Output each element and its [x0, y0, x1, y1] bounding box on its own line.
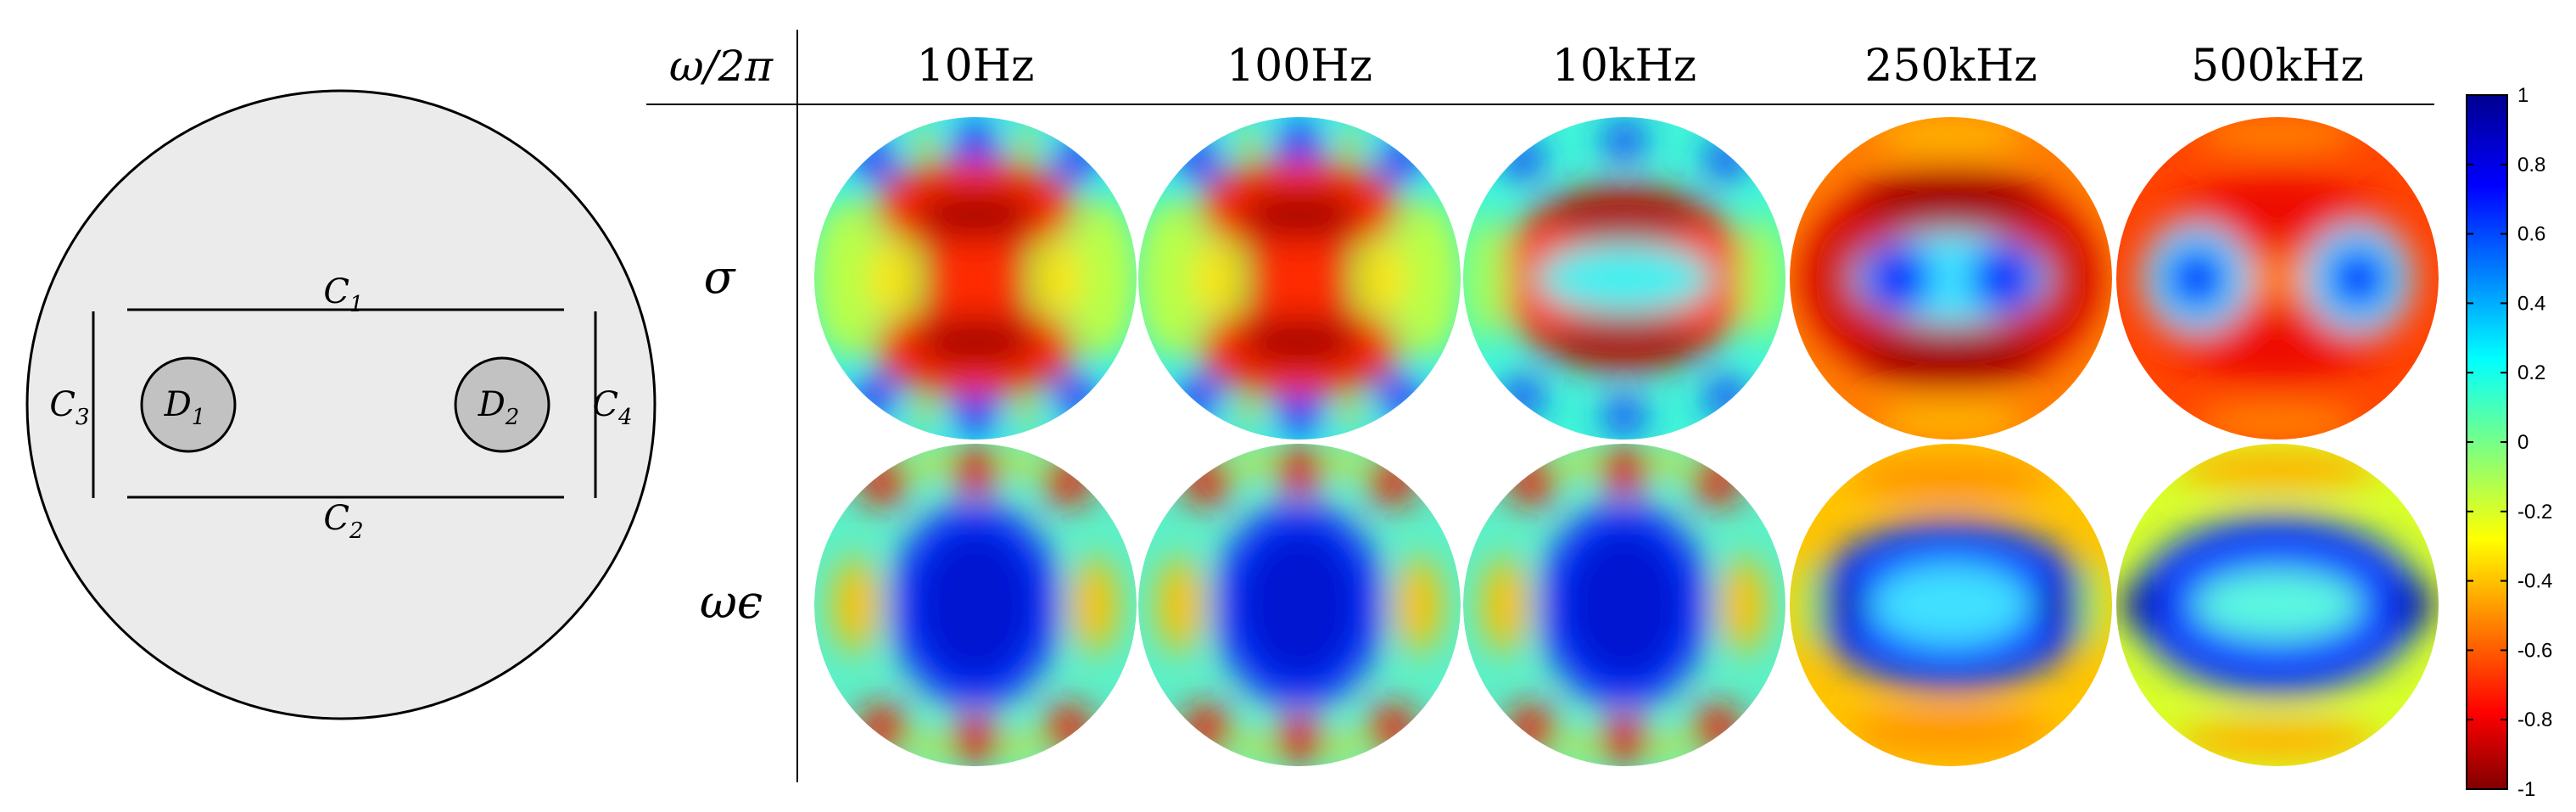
- colorbar-tick-label: 0: [2517, 431, 2529, 454]
- sigma-map-500khz: [2116, 117, 2439, 440]
- colorbar-tick-label: 0.6: [2517, 223, 2545, 246]
- sigma-map-100hz: [1134, 117, 1465, 440]
- sigma-map-10hz: [810, 117, 1141, 440]
- frequency-axis-label: ω/2π: [669, 42, 774, 91]
- colorbar-ticks: 1 0.8 0.6 0.4 0.2 0 -0.2 -0.4 -0.6 -0.8 -1: [2467, 84, 2552, 801]
- label-d2: D2: [478, 385, 520, 430]
- row-label-omega-epsilon: ωϵ: [700, 575, 763, 629]
- label-d1: D1: [164, 385, 206, 430]
- colorbar-tick-label: -0.2: [2517, 501, 2552, 524]
- inclusion-d1: [140, 356, 237, 453]
- colorbar-tick-label: 0.2: [2517, 361, 2545, 384]
- freq-header-5: 500kHz: [2191, 41, 2364, 92]
- colorbar-tick-label: -0.6: [2517, 639, 2552, 662]
- sigma-map-10khz: [1459, 117, 1790, 440]
- label-c2: C2: [323, 499, 363, 544]
- sigma-map-250khz: [1790, 117, 2112, 440]
- colorbar-tick-label: 0.4: [2517, 292, 2545, 315]
- freq-header-4: 250kHz: [1864, 41, 2037, 92]
- label-c3: C3: [49, 385, 89, 430]
- colorbar-tick-label: -0.8: [2517, 708, 2552, 731]
- inclusion-d2: [454, 356, 550, 453]
- omega-epsilon-map-100hz: [1138, 444, 1461, 766]
- colorbar: 1 0.8 0.6 0.4 0.2 0 -0.2 -0.4 -0.6 -0.8 -1: [2466, 84, 2552, 801]
- colorbar-tick-label: 1: [2517, 84, 2529, 107]
- colorbar-tick-label: 0.8: [2517, 154, 2545, 176]
- omega-epsilon-map-10hz: [814, 444, 1137, 766]
- colorbar-tick-label: -0.4: [2517, 570, 2552, 593]
- colorbar-tick-label: -1: [2517, 778, 2535, 801]
- label-c4: C4: [592, 385, 632, 430]
- freq-header-3: 10kHz: [1552, 41, 1696, 92]
- row-label-sigma: σ: [704, 250, 737, 304]
- outer-domain: [25, 89, 657, 720]
- label-c1: C1: [323, 272, 363, 317]
- omega-epsilon-map-10khz: [1463, 444, 1785, 766]
- schematic-diagram: C1 C2 C3 C4 D1 D2: [25, 89, 657, 720]
- results-table: ω/2π 10Hz 100Hz 10kHz 250kHz 500kHz σ ωϵ: [646, 30, 2439, 782]
- freq-header-1: 10Hz: [917, 41, 1035, 92]
- freq-header-2: 100Hz: [1227, 41, 1372, 92]
- omega-epsilon-map-500khz: [2116, 444, 2439, 766]
- omega-epsilon-map-250khz: [1790, 444, 2112, 766]
